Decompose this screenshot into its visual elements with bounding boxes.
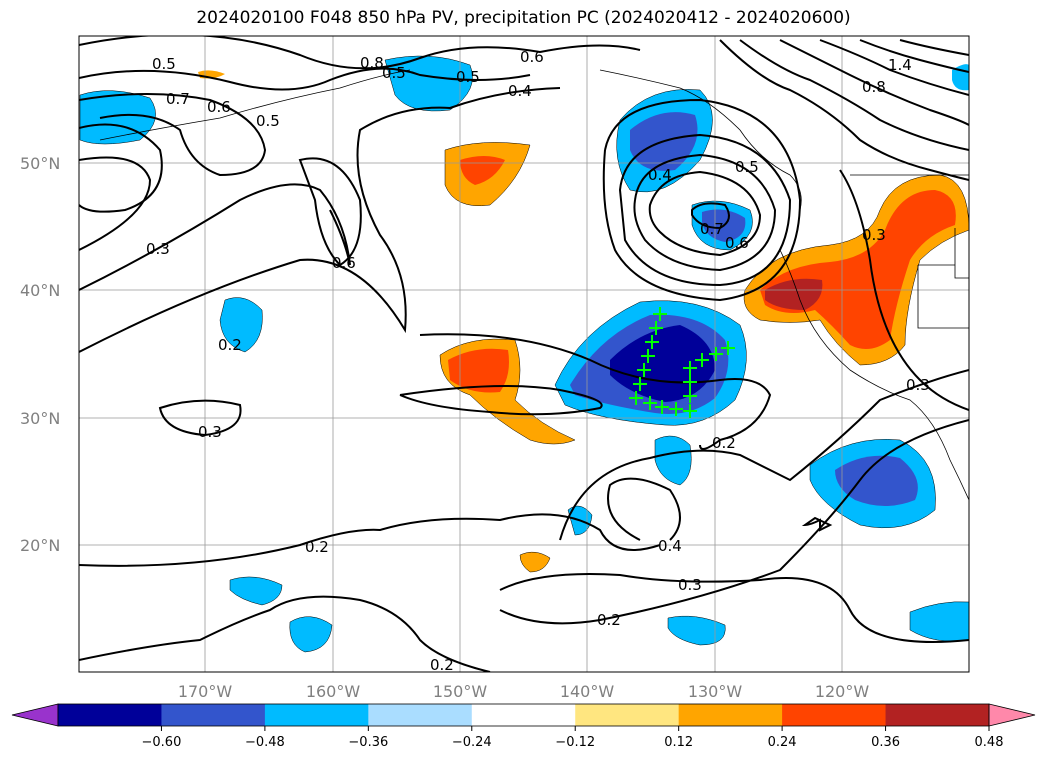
colorbar-tick-label: −0.12 [555,735,595,750]
colorbar-segment [678,704,783,726]
precip-blob [765,278,823,310]
colorbar-segment [885,704,990,726]
colorbar: −0.60 −0.48 −0.36 −0.24 −0.12 0.12 0.24 0.36 0.4… [11,703,1036,750]
contour-label: 0.7 [166,90,190,108]
colorbar-segment [368,704,473,726]
lon-label: 130°W [688,682,743,701]
colorbar-extend-high [988,703,1036,727]
contour-label: 0.8 [862,78,886,96]
precip-blob [654,435,692,486]
contour-label: 0.3 [678,576,702,594]
precip-blob [229,576,283,606]
colorbar-tick-label: 0.36 [871,735,900,750]
contour-label: 0.2 [430,656,454,674]
contour-label: 0.3 [146,240,170,258]
contour-label: 0.6 [207,98,231,116]
colorbar-tick-label: −0.36 [348,735,388,750]
contour-label: 0.3 [862,226,886,244]
graticule [79,36,969,672]
contour-label: 0.4 [648,166,672,184]
precip-blob [835,455,918,506]
latitude-labels: 50°N 40°N 30°N 20°N [20,154,60,555]
plot-frame [78,35,970,673]
colorbar-segment [58,704,162,726]
lon-label: 120°W [815,682,870,701]
contour-label: 0.5 [735,158,759,176]
colorbar-segment [471,704,576,726]
contour-label: 0.7 [700,220,724,238]
lon-label: 170°W [178,682,233,701]
coastlines [99,69,969,501]
pv-contours [79,36,969,672]
colorbar-frame [57,703,990,727]
contour-label: 0.3 [198,423,222,441]
precip-blob [448,348,509,393]
precip-blob [219,297,263,353]
contour-label: 0.3 [906,376,930,394]
colorbar-tick-label: 0.12 [664,735,693,750]
contour-label: 0.6 [332,254,356,272]
lat-label: 40°N [20,281,60,300]
contour-label: 0.2 [597,611,621,629]
contour-label: 1.4 [888,56,912,74]
colorbar-tick-label: −0.24 [452,735,492,750]
lat-label: 20°N [20,536,60,555]
lat-label: 30°N [20,409,60,428]
precip-shading [79,55,969,653]
lat-label: 50°N [20,154,60,173]
precip-blob [519,551,551,573]
contour-labels: 0.5 0.7 0.6 0.5 0.8 0.5 0.5 0.4 0.6 0.6 … [146,48,930,674]
longitude-labels: 170°W 160°W 150°W 140°W 130°W 120°W [178,682,870,701]
colorbar-segment [264,704,369,726]
precip-blob [667,615,726,646]
contour-label: 0.2 [218,336,242,354]
colorbar-tick-label: −0.48 [245,735,285,750]
contour-label: 0.4 [508,82,532,100]
colorbar-segment [782,704,887,726]
lon-label: 140°W [560,682,615,701]
contour-label: 0.2 [305,538,329,556]
colorbar-segment [161,704,266,726]
contour-label: 0.4 [658,537,682,555]
precip-blob [289,616,333,653]
lon-label: 160°W [306,682,361,701]
contour-label: 0.6 [520,48,544,66]
contour-label: 0.6 [725,234,749,252]
track-markers [629,307,735,418]
map-plot-area: 0.5 0.7 0.6 0.5 0.8 0.5 0.5 0.4 0.6 0.6 … [79,36,969,674]
contour-label: 0.8 [360,54,384,72]
precip-blob [760,190,956,349]
contour-label: 0.5 [256,112,280,130]
lon-label: 150°W [433,682,488,701]
colorbar-extend-low [11,703,59,727]
map-title: 2024020100 F048 850 hPa PV, precipitatio… [196,8,851,28]
contour-label: 0.2 [712,434,736,452]
contour-label: 0.5 [382,64,406,82]
contour-label: 0.5 [456,68,480,86]
colorbar-tick-label: 0.48 [975,735,1004,750]
colorbar-segment [575,704,680,726]
precip-blob [909,601,969,642]
colorbar-tick-label: 0.24 [768,735,797,750]
contour-label: 0.5 [152,55,176,73]
colorbar-tick-label: −0.60 [142,735,182,750]
